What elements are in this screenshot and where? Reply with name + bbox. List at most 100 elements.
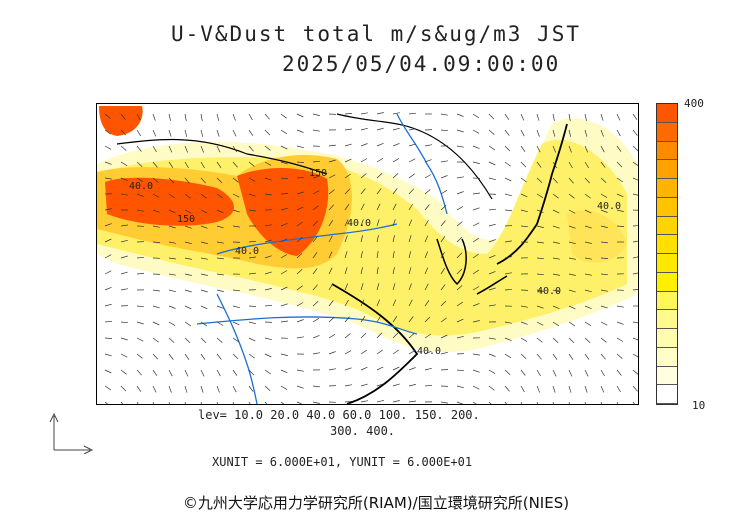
- wind-arrow: [344, 143, 352, 147]
- wind-arrow: [536, 129, 540, 137]
- wind-arrow: [552, 401, 554, 404]
- wind-arrow: [248, 113, 253, 121]
- wind-arrow: [104, 286, 112, 291]
- wind-arrow: [104, 385, 111, 391]
- wind-arrow: [616, 145, 622, 152]
- wind-arrow: [520, 305, 528, 308]
- wind-arrow: [296, 191, 304, 195]
- wind-arrow: [456, 318, 464, 323]
- wind-arrow: [600, 305, 608, 309]
- contour-label: 40.0: [235, 246, 259, 257]
- wind-arrow: [456, 369, 465, 372]
- wind-arrow: [392, 366, 400, 371]
- wind-arrow: [440, 236, 446, 243]
- wind-arrow: [584, 257, 592, 260]
- wind-arrow: [296, 319, 304, 323]
- wind-arrow: [568, 337, 575, 344]
- wind-arrow: [120, 385, 127, 392]
- wind-arrow: [184, 113, 187, 121]
- contour-label: 40.0: [129, 181, 153, 192]
- wind-arrow: [264, 177, 272, 181]
- wind-arrow: [136, 353, 143, 359]
- wind-arrow: [472, 253, 479, 259]
- colorbar-min-label: 10: [692, 399, 706, 412]
- wind-arrow: [200, 273, 208, 276]
- wind-arrow: [152, 321, 160, 326]
- wind-arrow: [456, 301, 463, 307]
- wind-arrow: [344, 251, 348, 259]
- wind-arrow: [248, 401, 251, 404]
- wind-arrow: [200, 161, 205, 169]
- wind-arrow: [408, 267, 412, 275]
- wind-arrow: [472, 401, 477, 404]
- wind-arrow: [296, 252, 303, 259]
- unit-scale: XUNIT = 6.000E+01, YUNIT = 6.000E+01: [212, 455, 473, 469]
- wind-arrow: [248, 321, 256, 325]
- wind-vectors: [104, 112, 638, 404]
- wind-arrow: [584, 177, 591, 184]
- wind-arrow: [552, 193, 559, 199]
- wind-arrow: [408, 173, 415, 179]
- wind-arrow: [328, 317, 335, 323]
- contour-label: 150: [177, 214, 195, 225]
- wind-arrow: [488, 401, 492, 404]
- wind-arrow: [552, 337, 559, 344]
- wind-arrow: [600, 321, 608, 326]
- wind-arrow: [376, 283, 380, 291]
- wind-arrow: [520, 321, 528, 325]
- wind-arrow: [216, 401, 218, 404]
- wind-arrow: [424, 219, 429, 227]
- wind-arrow: [632, 272, 638, 275]
- dust-region-medium-east: [567, 210, 627, 263]
- wind-arrow: [392, 203, 397, 211]
- wind-arrow: [280, 222, 288, 227]
- wind-arrow: [376, 299, 381, 307]
- wind-arrow: [552, 321, 560, 327]
- wind-arrow: [296, 385, 304, 389]
- wind-arrow: [296, 206, 304, 211]
- colorbar-segment: [657, 235, 677, 254]
- wind-arrow: [488, 239, 496, 243]
- dust-region-heavy-west: [105, 177, 234, 226]
- wind-arrow: [136, 145, 142, 152]
- wind-arrow: [168, 129, 172, 137]
- wind-arrow: [440, 205, 447, 211]
- axes-orientation-icon: [49, 412, 94, 454]
- wind-arrow: [456, 401, 464, 404]
- wind-arrow: [360, 316, 366, 323]
- wind-arrow: [312, 352, 320, 355]
- wind-arrow: [584, 241, 592, 244]
- wind-arrow: [232, 337, 239, 343]
- wind-arrow: [136, 401, 139, 404]
- wind-arrow: [152, 241, 161, 243]
- wind-arrow: [136, 161, 143, 167]
- wind-arrow: [504, 129, 510, 136]
- wind-arrow: [328, 267, 333, 275]
- wind-arrow: [472, 222, 480, 227]
- wind-arrow: [520, 225, 529, 228]
- wind-arrow: [152, 145, 157, 153]
- wind-arrow: [200, 209, 208, 214]
- wind-arrow: [168, 353, 174, 360]
- wind-arrow: [408, 400, 416, 403]
- wind-arrow: [280, 177, 289, 180]
- wind-arrow: [152, 161, 158, 168]
- wind-arrow: [312, 268, 318, 275]
- wind-arrow: [552, 369, 557, 377]
- wind-arrow: [632, 353, 638, 358]
- wind-arrow: [440, 369, 449, 371]
- wind-arrow: [584, 289, 592, 293]
- wind-arrow: [168, 273, 176, 276]
- wind-arrow: [120, 271, 128, 275]
- wind-arrow: [280, 254, 288, 259]
- wind-arrow: [248, 161, 255, 167]
- wind-arrow: [344, 235, 348, 243]
- wind-arrow: [504, 145, 511, 152]
- wind-arrow: [488, 113, 495, 120]
- river-yangtze: [196, 316, 418, 335]
- wind-arrow: [360, 267, 363, 275]
- wind-arrow: [392, 267, 395, 275]
- wind-arrow: [472, 286, 480, 291]
- wind-arrow: [440, 175, 448, 179]
- wind-arrow: [184, 289, 192, 293]
